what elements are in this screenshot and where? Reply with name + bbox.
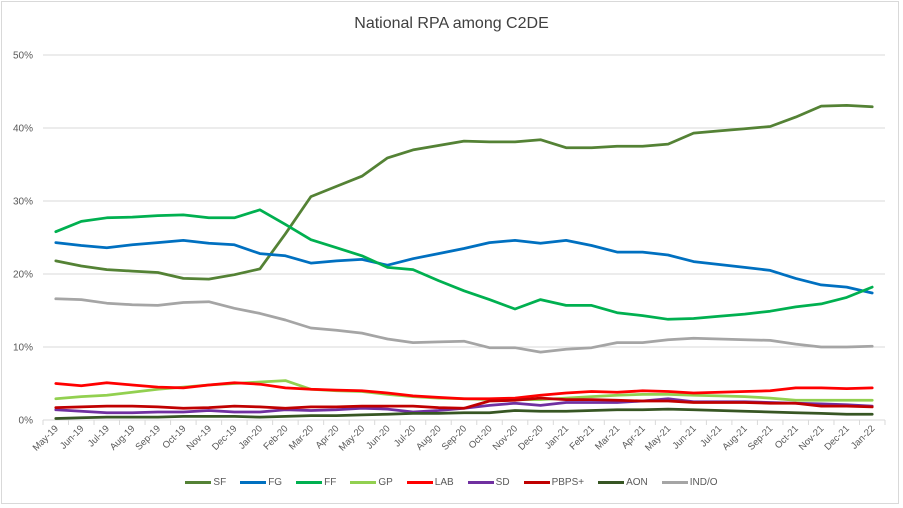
x-tick-label: Jun-19 <box>58 423 86 451</box>
y-tick-label: 10% <box>13 343 33 354</box>
x-tick-label: Dec-19 <box>210 423 239 452</box>
legend-label: GP <box>378 477 393 488</box>
legend-label: LAB <box>434 477 454 488</box>
y-tick-label: 20% <box>13 270 33 281</box>
legend-swatch <box>467 481 494 484</box>
legend-item: SF <box>185 477 226 488</box>
series-line-ind-o <box>54 297 874 354</box>
series-line-lab <box>54 381 874 401</box>
legend-label: FG <box>268 477 283 488</box>
legend-swatch <box>185 481 212 484</box>
series-line-pbps <box>54 396 874 410</box>
x-tick-label: Sep-20 <box>440 423 469 452</box>
legend-item: FF <box>296 477 336 488</box>
x-tick-label: Aug-20 <box>414 423 443 452</box>
legend-label: IND/O <box>689 477 718 488</box>
legend-item: IND/O <box>661 477 718 488</box>
chart-title: National RPA among C2DE <box>354 15 549 32</box>
legend-item: FG <box>240 477 282 488</box>
y-tick-label: 0% <box>19 416 34 427</box>
legend-item: LAB <box>406 477 454 488</box>
x-tick-label: Nov-19 <box>185 423 214 452</box>
x-tick-label: Sep-21 <box>746 423 775 452</box>
y-tick-label: 50% <box>13 51 33 62</box>
x-tick-label: Jan-21 <box>543 423 571 451</box>
legend-item: PBPS+ <box>523 477 585 488</box>
x-tick-label: Oct-21 <box>773 423 801 451</box>
x-tick-label: Feb-20 <box>261 423 290 452</box>
legend-label: AON <box>626 477 648 488</box>
legend-swatch <box>406 481 433 484</box>
legend-item: GP <box>350 477 393 488</box>
legend-label: FF <box>324 477 337 488</box>
legend-item: SD <box>467 477 510 488</box>
x-tick-label: Oct-20 <box>467 423 495 451</box>
x-tick-label: Mar-21 <box>593 423 622 452</box>
x-tick-label: May-21 <box>643 423 673 453</box>
x-tick-label: Nov-21 <box>797 423 826 452</box>
y-tick-label: 30% <box>13 197 33 208</box>
x-tick-label: Nov-20 <box>491 423 520 452</box>
x-tick-label: Aug-21 <box>720 423 749 452</box>
x-tick-label: Jun-20 <box>364 423 392 451</box>
series-line-ff <box>54 208 874 321</box>
legend-swatch <box>661 481 688 484</box>
series-line-sf <box>54 104 874 281</box>
x-tick-label: Jan-22 <box>849 423 877 451</box>
x-tick-label: May-19 <box>31 423 61 453</box>
legend-swatch <box>350 481 377 484</box>
x-tick-label: Jan-20 <box>237 423 265 451</box>
x-tick-label: Dec-20 <box>516 423 545 452</box>
series-lines <box>54 104 874 420</box>
x-tick-label: Feb-21 <box>568 423 597 452</box>
legend-swatch <box>296 481 323 484</box>
legend-label: PBPS+ <box>551 477 585 488</box>
x-tick-label: Oct-19 <box>161 423 189 451</box>
legend: SF FG FF GP LAB SD PBPS+ AON IND/O <box>0 477 903 488</box>
legend-swatch <box>523 481 550 484</box>
y-tick-label: 40% <box>13 124 33 135</box>
x-tick-label: Aug-19 <box>108 423 137 452</box>
legend-label: SF <box>213 477 227 488</box>
x-tick-label: Jun-21 <box>670 423 698 451</box>
x-tick-label: Mar-20 <box>287 423 316 452</box>
legend-item: AON <box>598 477 648 488</box>
x-tick-label: Sep-19 <box>133 423 162 452</box>
y-axis-ticks: 0% 10% 20% 30% 40% 50% <box>13 51 33 427</box>
x-tick-label: May-20 <box>337 423 367 453</box>
series-line-fg <box>54 239 874 295</box>
series-line-aon <box>54 407 874 420</box>
legend-swatch <box>598 481 625 484</box>
x-tick-label: Dec-21 <box>822 423 851 452</box>
legend-label: SD <box>495 477 510 488</box>
legend-swatch <box>240 481 267 484</box>
